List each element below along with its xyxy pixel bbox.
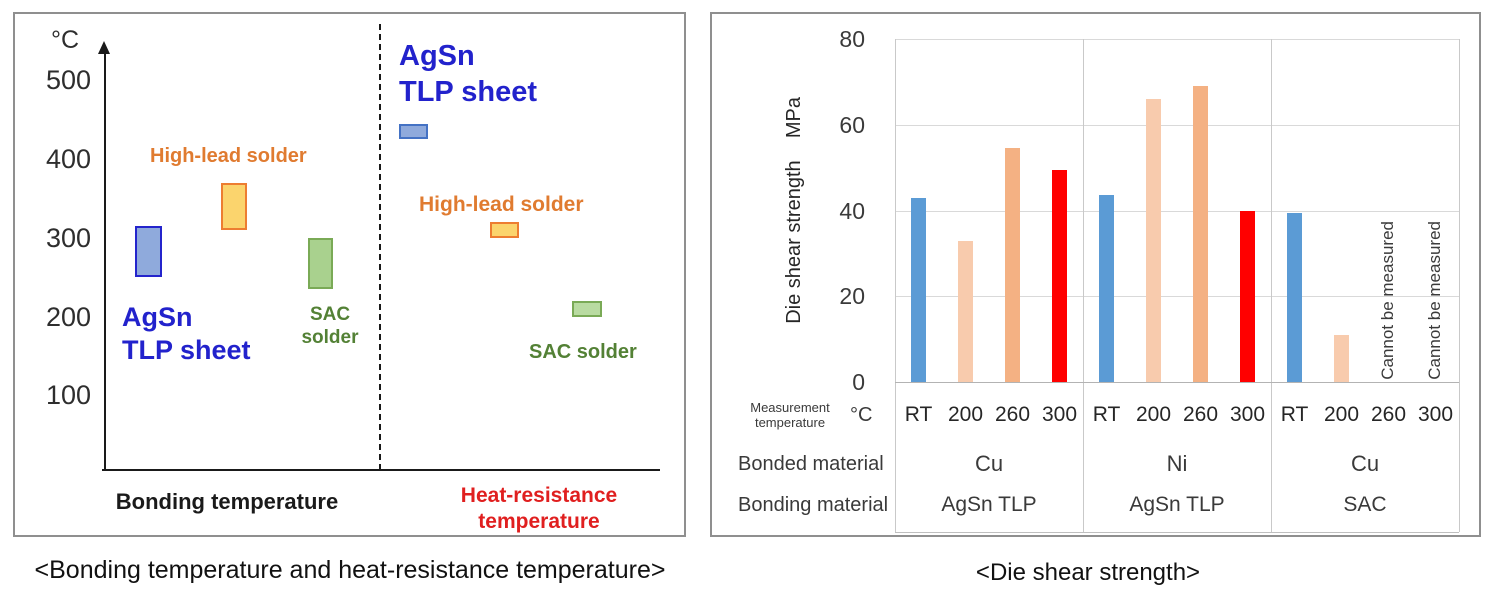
material-label-line: High-lead solder (150, 145, 307, 167)
section-label: Heat-resistance temperature (461, 483, 617, 535)
material-label: SAC solder (301, 303, 358, 349)
material-label-line: TLP sheet (122, 335, 251, 365)
bar-note-text: Cannot be measured (1424, 221, 1444, 380)
material-label-line: AgSn (122, 302, 193, 332)
material-label-line: SAC solder (529, 341, 637, 363)
section-label-line: Bonding temperature (115, 489, 339, 514)
y-tick-label: 60 (839, 111, 865, 138)
material-label-line: AgSn (399, 40, 475, 72)
section-label: Bonding temperature (116, 488, 338, 515)
row-label-bonding-material: Bonding material (738, 494, 889, 516)
temperature-range-box (135, 225, 162, 278)
section-label-line: Heat-resistance (460, 484, 618, 507)
x-tick-label: 200 (1323, 403, 1360, 426)
x-tick-label: 260 (1182, 403, 1219, 426)
y-tick-label: 500 (45, 65, 91, 96)
group-separator-line (1459, 39, 1460, 532)
left-chart-caption: <Bonding temperature and heat-resistance… (34, 556, 666, 584)
material-label-line: SAC (309, 304, 351, 325)
bar (911, 197, 926, 382)
bar-note-cannot-be-measured: Cannot be measured (1425, 221, 1445, 380)
x-axis-line (102, 469, 660, 471)
left-chart-panel: °C 500 400 300 200 100 AgSn TLP sheet High-lead … (13, 12, 686, 537)
section-divider-dashed-line (379, 24, 381, 470)
y-axis-title: Die shear strength MPa (778, 39, 810, 382)
y-tick-label: 20 (839, 283, 865, 310)
bar (1052, 169, 1067, 382)
bar (1099, 195, 1114, 382)
material-label: High-lead solder (419, 192, 584, 217)
bonded-material-value: Cu (1350, 451, 1380, 476)
material-label-line: TLP sheet (399, 76, 538, 108)
temperature-range-box (308, 237, 333, 289)
x-tick-label: 300 (1417, 403, 1454, 426)
x-tick-label: 200 (947, 403, 984, 426)
x-axis-baseline (895, 382, 1459, 383)
table-bottom-border (895, 532, 1459, 533)
x-tick-label: RT (1092, 403, 1121, 426)
bar (958, 240, 973, 382)
x-tick-label: 260 (1370, 403, 1407, 426)
group-separator-line (1083, 39, 1084, 532)
temperature-range-box (490, 222, 519, 238)
bonding-material-value: AgSn TLP (941, 493, 1037, 516)
material-label: AgSn TLP sheet (399, 38, 537, 110)
gridline-horizontal (895, 296, 1459, 298)
row-label-bonded-material: Bonded material (738, 453, 884, 475)
bonded-material-value: Cu (974, 451, 1004, 476)
y-tick-label: 100 (45, 380, 91, 411)
gridline-horizontal (895, 124, 1459, 126)
y-tick-label: 200 (45, 301, 91, 332)
bar-note-cannot-be-measured: Cannot be measured (1378, 221, 1398, 380)
material-label-line: High-lead solder (419, 193, 584, 216)
material-label: AgSn TLP sheet (122, 301, 251, 367)
material-label: High-lead solder (150, 144, 307, 168)
y-tick-label: 0 (852, 369, 865, 395)
gridline-horizontal (895, 210, 1459, 212)
x-tick-label: RT (904, 403, 933, 426)
x-tick-label: 300 (1041, 403, 1078, 426)
bar-note-text: Cannot be measured (1377, 221, 1397, 380)
gridline-horizontal (895, 39, 1459, 40)
y-axis-unit-label: °C (51, 26, 80, 54)
group-separator-line (895, 39, 896, 532)
y-tick-label: 80 (839, 26, 865, 52)
bar (1240, 210, 1255, 382)
x-axis-header-line: temperature (754, 415, 826, 430)
x-tick-label: RT (1280, 403, 1309, 426)
temperature-range-box (221, 182, 247, 230)
y-axis-arrow-icon (98, 41, 110, 54)
bar (1005, 148, 1020, 382)
group-separator-line (1271, 39, 1272, 532)
temperature-range-box (399, 123, 428, 140)
bar (1146, 99, 1161, 382)
bonding-material-value: SAC (1343, 493, 1387, 516)
right-chart-panel: 80 60 40 20 0 Die shear strength MPa Measureme… (710, 12, 1481, 537)
x-tick-label: 260 (994, 403, 1031, 426)
x-tick-label: 200 (1135, 403, 1172, 426)
x-axis-unit-label: °C (850, 404, 873, 426)
y-axis-line (104, 54, 106, 471)
temperature-range-box (572, 300, 602, 317)
x-tick-label: 300 (1229, 403, 1266, 426)
material-label-line: solder (301, 327, 359, 348)
x-axis-header-line: Measurement (750, 400, 830, 415)
y-axis-title-text: Die shear strength MPa (782, 97, 805, 324)
y-tick-label: 40 (839, 197, 865, 224)
right-chart-caption: <Die shear strength> (975, 559, 1201, 586)
section-label-line: temperature (478, 510, 600, 533)
material-label: SAC solder (529, 340, 637, 364)
y-tick-label: 300 (45, 222, 91, 253)
bar (1287, 212, 1302, 382)
bonding-material-value: AgSn TLP (1129, 493, 1225, 516)
bonded-material-value: Ni (1166, 451, 1188, 476)
x-axis-header: Measurement temperature (734, 400, 846, 430)
y-tick-label: 400 (45, 144, 91, 174)
bar (1193, 86, 1208, 382)
bar (1334, 334, 1349, 382)
